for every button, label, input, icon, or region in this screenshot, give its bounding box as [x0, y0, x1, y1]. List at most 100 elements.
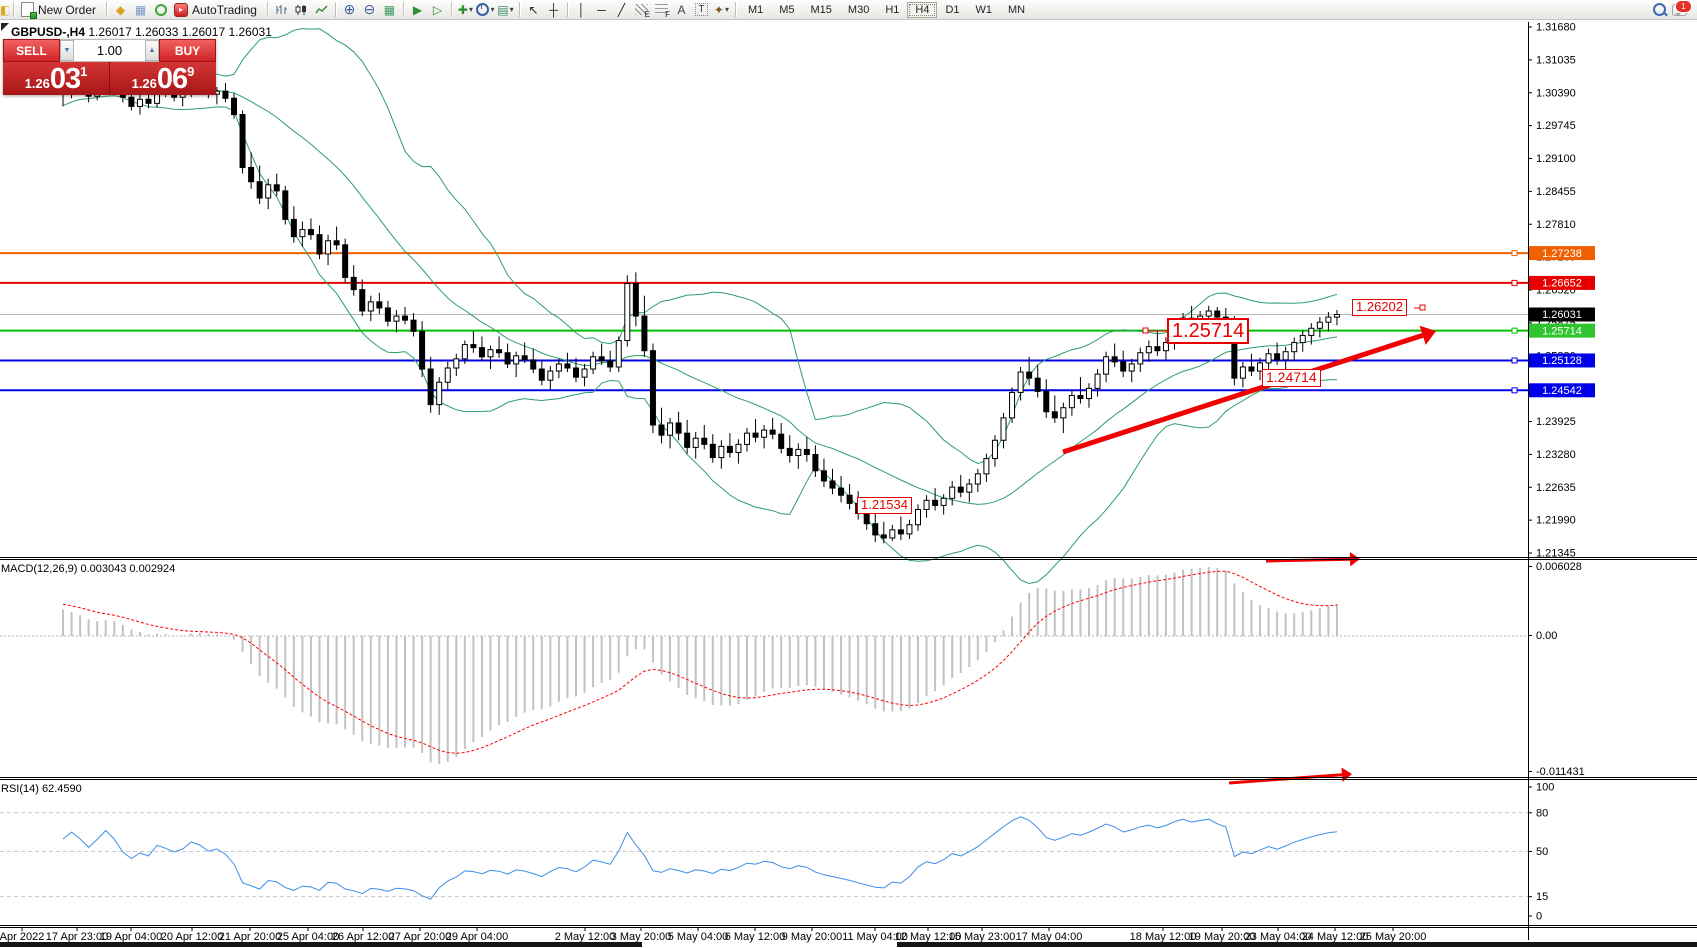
buy-button[interactable]: BUY: [159, 39, 216, 62]
new-order-button[interactable]: New Order: [18, 1, 102, 19]
candle-body: [333, 240, 340, 246]
candle-body: [1043, 390, 1050, 413]
volume-input[interactable]: [74, 40, 145, 61]
zoom-out-icon[interactable]: ⊖: [363, 1, 376, 17]
candle-body: [974, 473, 981, 485]
text-icon[interactable]: A: [677, 2, 686, 17]
candle-body: [1333, 314, 1340, 318]
candle-body: [547, 370, 554, 381]
line-anchor-marker[interactable]: [1511, 279, 1518, 286]
candle-body: [889, 529, 896, 539]
bar-chart-icon[interactable]: [272, 1, 291, 18]
timeframe-mn[interactable]: MN: [1008, 3, 1026, 16]
price-tag: [1529, 353, 1595, 368]
time-axis-label: 20 Apr 12:00: [161, 931, 223, 943]
candle-body: [410, 319, 417, 332]
arrows-button[interactable]: ✦ ▾: [712, 1, 731, 18]
volume-increase-button[interactable]: ▲: [145, 40, 159, 61]
signal-icon[interactable]: [151, 1, 170, 18]
timeframe-m30[interactable]: M30: [847, 3, 870, 16]
one-click-collapse-button[interactable]: [1, 23, 9, 31]
timeframe-m1[interactable]: M1: [747, 3, 764, 16]
chart-shift-icon[interactable]: ▷: [432, 2, 443, 17]
price-annotation[interactable]: 1.25714: [1167, 318, 1250, 345]
candle-body: [718, 445, 725, 459]
trend-arrow[interactable]: [1228, 773, 1343, 785]
timeframe-d1[interactable]: D1: [945, 3, 960, 16]
candle-body: [145, 98, 152, 104]
price-tick-label: 1.30390: [1536, 87, 1576, 99]
trendline-icon[interactable]: ╱: [617, 2, 626, 17]
time-axis-label: 21 Apr 20:00: [219, 931, 281, 943]
candle-body: [795, 448, 802, 457]
profiles-icon[interactable]: ▦: [134, 2, 147, 17]
file-icon[interactable]: ◧: [1, 2, 9, 17]
vertical-line-icon[interactable]: │: [577, 2, 586, 17]
price-tick-label: 1.21345: [1536, 548, 1576, 560]
volume-decrease-button[interactable]: ▼: [60, 40, 74, 61]
templates-button[interactable]: ▤ ▾: [496, 1, 515, 18]
horizontal-line-icon[interactable]: ─: [597, 2, 606, 17]
candle-body: [1009, 391, 1016, 419]
candle-body: [1274, 353, 1281, 361]
time-axis-label: 12 May 12:00: [895, 931, 962, 943]
fibonacci-icon[interactable]: F: [652, 1, 671, 19]
autotrading-button[interactable]: ▸ AutoTrading: [171, 1, 263, 18]
timeframe-bar: M1 M5 M15 M30 H1 H4 D1 W1 MN: [740, 1, 1033, 18]
price-annotation[interactable]: 1.21534: [857, 497, 912, 514]
search-icon[interactable]: [1650, 1, 1669, 18]
candle-body: [564, 363, 571, 369]
sell-price-small: 1.26: [24, 76, 50, 91]
candle-body: [1026, 371, 1033, 379]
indicators-button[interactable]: ✚ ▾: [456, 1, 475, 18]
time-axis-label: 24 May 12:00: [1302, 931, 1369, 943]
price-tag-label: 1.26652: [1542, 278, 1582, 290]
line-chart-icon[interactable]: [312, 1, 331, 18]
line-anchor-marker[interactable]: [1511, 327, 1518, 334]
h-scrollbar-left[interactable]: [0, 942, 642, 947]
crosshair-icon[interactable]: ┼: [549, 2, 558, 17]
candle-body: [504, 352, 511, 365]
buy-price[interactable]: 1.26 06 9: [110, 62, 216, 95]
candle-body: [667, 422, 674, 436]
sell-button[interactable]: SELL: [3, 39, 60, 62]
timeframe-m5[interactable]: M5: [779, 3, 795, 16]
tile-windows-icon[interactable]: ▦: [383, 2, 396, 17]
price-annotation[interactable]: 1.26202: [1352, 299, 1407, 316]
line-anchor-marker[interactable]: [1511, 357, 1518, 364]
line-anchor-marker[interactable]: [1511, 250, 1518, 257]
candle-body: [1291, 342, 1298, 353]
time-axis-label: 11 May 04:00: [842, 931, 908, 943]
candle-body: [735, 443, 742, 453]
channel-icon[interactable]: E: [632, 1, 651, 19]
line-anchor-marker[interactable]: [1511, 387, 1518, 394]
timeframe-w1[interactable]: W1: [975, 3, 993, 16]
h-scrollbar-right[interactable]: [897, 942, 1697, 947]
candle-body: [1000, 417, 1007, 441]
trend-arrow[interactable]: [1062, 332, 1424, 455]
styles-icon[interactable]: ◆: [115, 2, 126, 17]
zoom-in-icon[interactable]: ⊕: [343, 1, 356, 17]
candle-body: [299, 229, 306, 238]
candle-body: [128, 96, 135, 107]
text-label-icon[interactable]: T: [692, 1, 711, 18]
candle-body: [684, 432, 691, 448]
timeframe-m15[interactable]: M15: [810, 3, 832, 16]
candle-body: [350, 276, 357, 291]
periods-button[interactable]: ▾: [476, 1, 495, 18]
price-annotation[interactable]: 1.24714: [1262, 369, 1321, 387]
auto-scroll-icon[interactable]: ▶: [412, 2, 423, 17]
candle-body: [248, 166, 255, 183]
annotation-anchor-marker: [1419, 304, 1426, 311]
candle-body: [761, 429, 768, 438]
timeframe-h4[interactable]: H4: [907, 1, 938, 18]
chat-icon[interactable]: 1: [1670, 0, 1692, 18]
candle-body: [359, 289, 366, 312]
candle-body: [231, 97, 237, 116]
candle-chart-icon[interactable]: [292, 1, 311, 18]
sell-price[interactable]: 1.26 03 1: [3, 62, 109, 95]
timeframe-h1[interactable]: H1: [885, 3, 900, 16]
cursor-icon[interactable]: ↖: [528, 2, 539, 17]
